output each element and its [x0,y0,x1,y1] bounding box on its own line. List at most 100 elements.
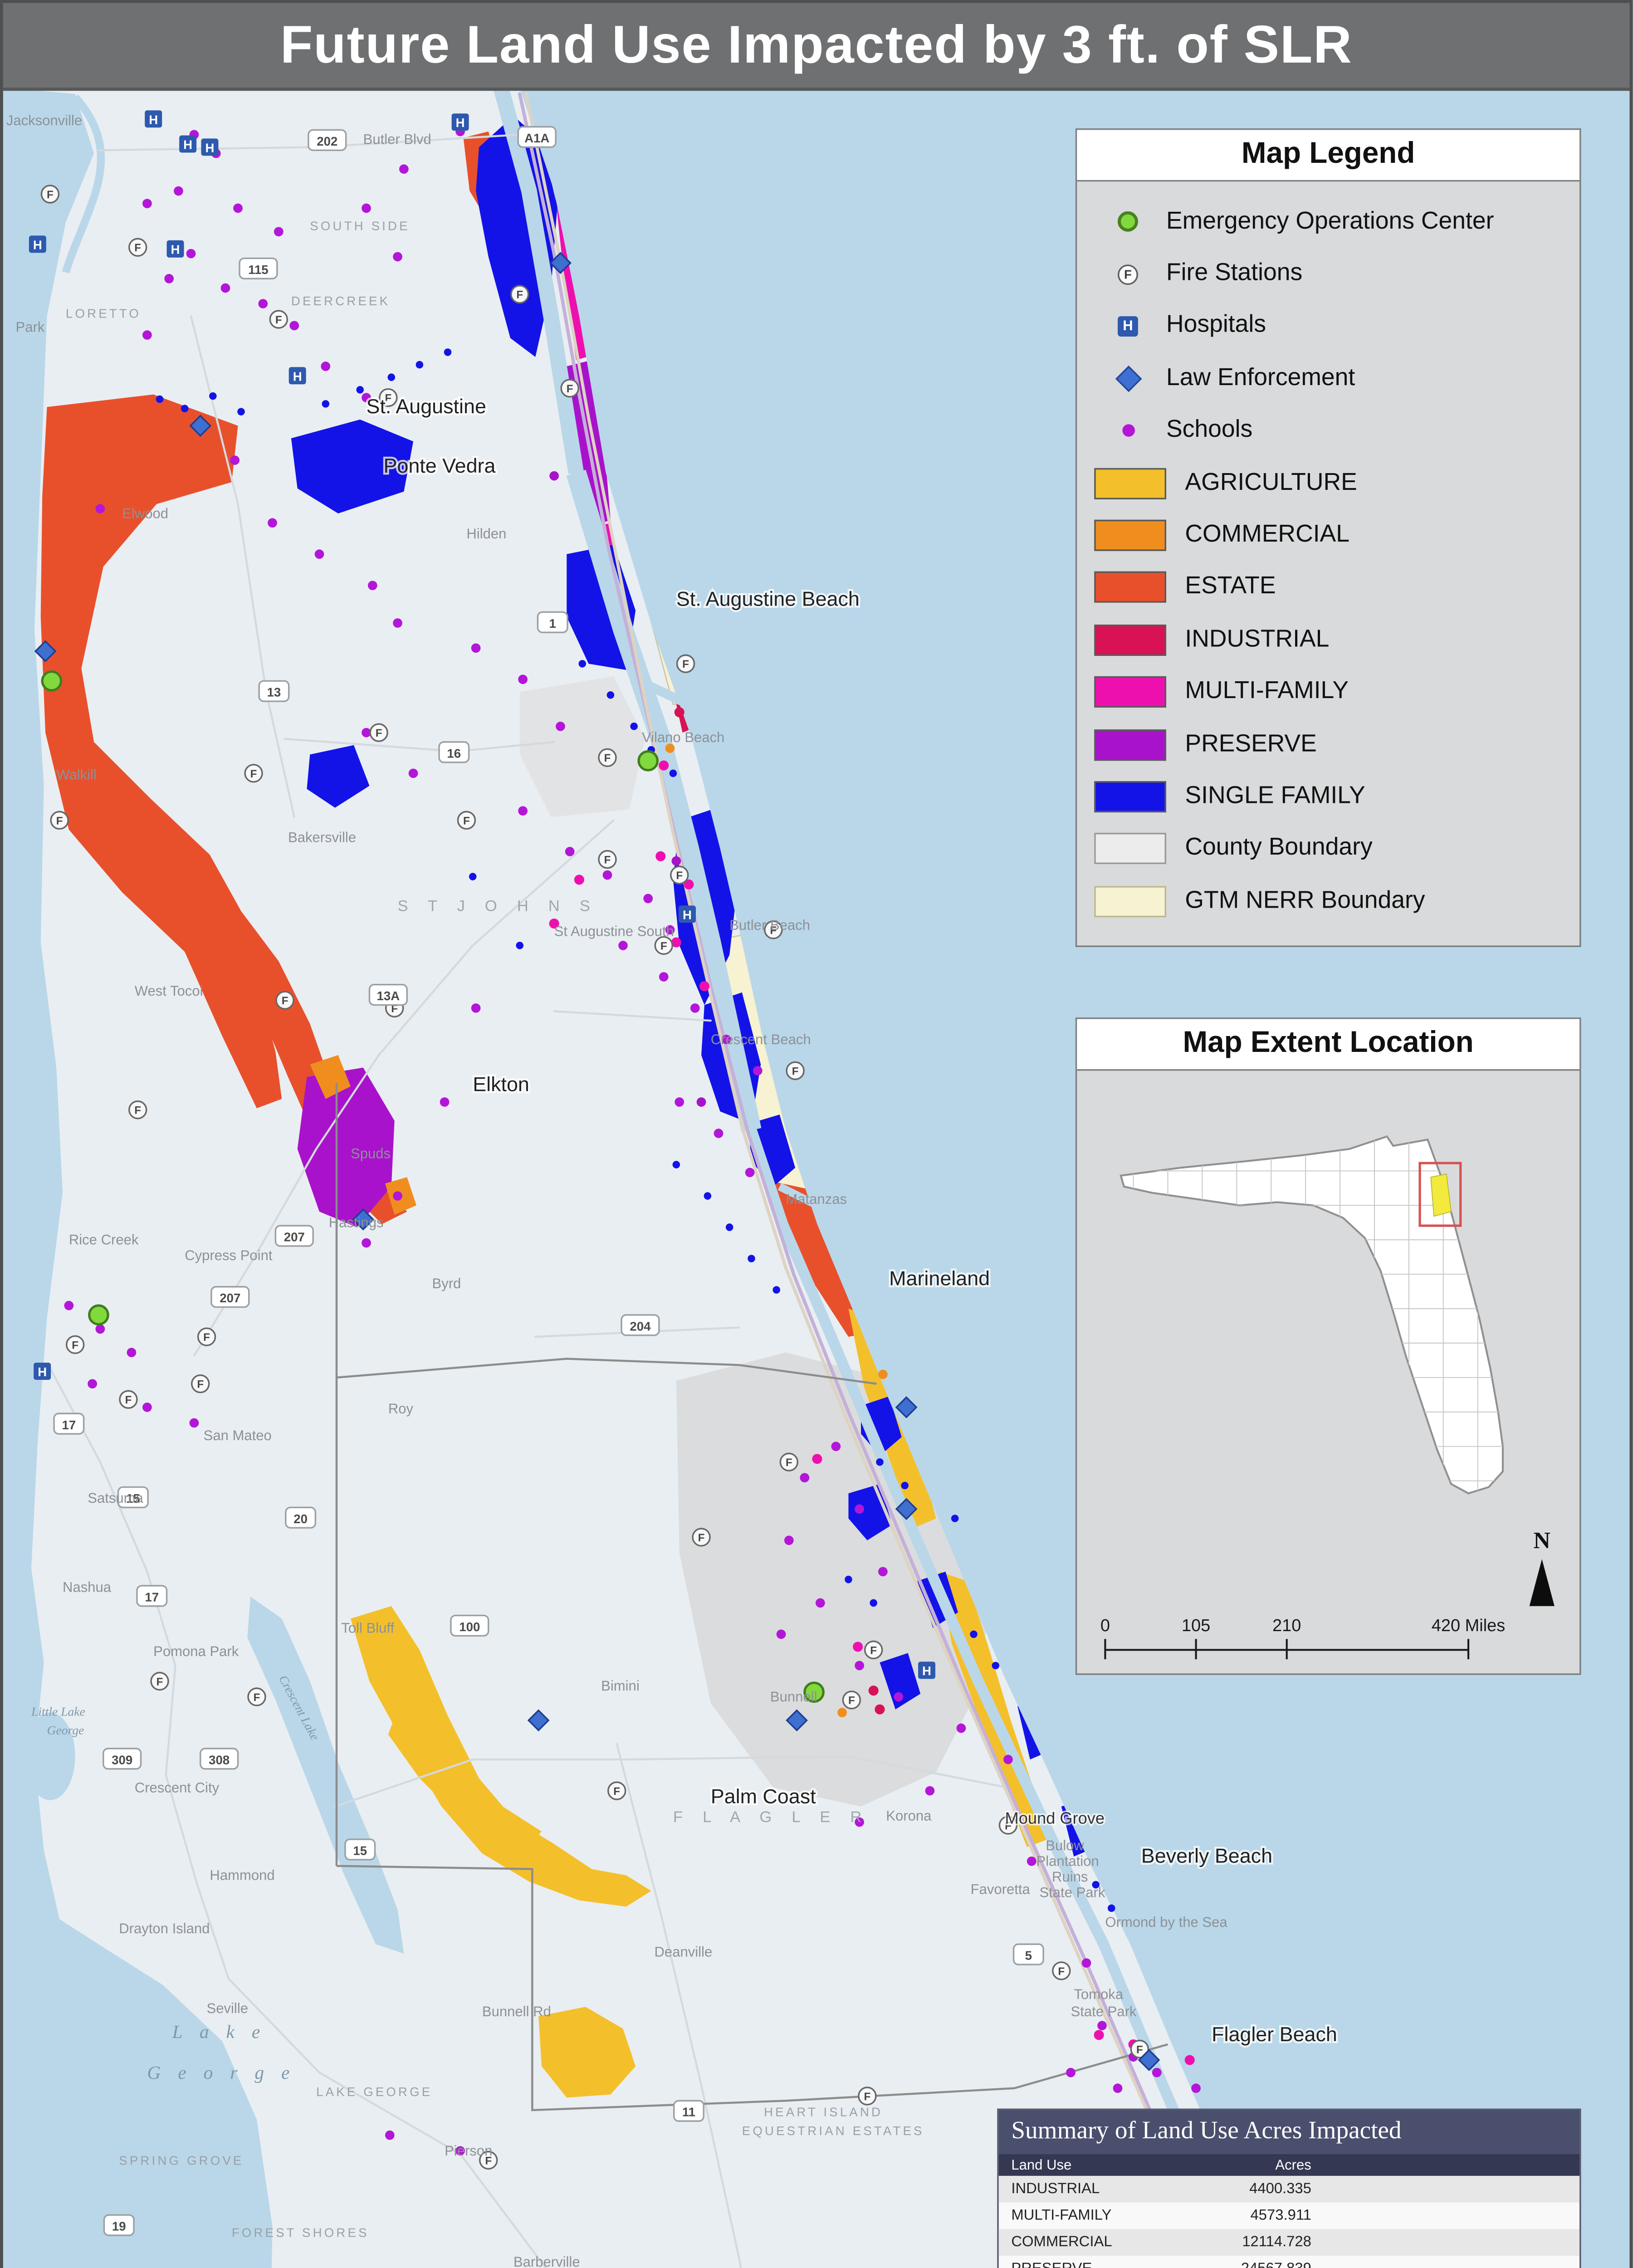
single-family-patch [322,400,330,408]
hospital-point [179,135,197,153]
commercial-swatch [1094,519,1166,551]
florida-outline [1120,1135,1504,1495]
fire-station-icon: F [1118,264,1138,284]
route-shield [53,1413,85,1435]
fire-station-glyph: F [254,1691,260,1704]
route-shield [450,1614,489,1637]
school-point [518,806,528,816]
single-family-patch [992,1662,1000,1670]
school-point [784,1535,794,1545]
basemap-label: Walkill [56,767,97,783]
water-label: George [47,1723,84,1737]
school-point [831,1442,841,1452]
single-family-area [307,745,370,808]
hospital-glyph: H [456,116,465,130]
basemap-label: Hilden [466,526,506,542]
fire-station-glyph: F [203,1331,210,1344]
fire-station-glyph: F [72,1339,78,1351]
preserve-area [297,1067,395,1227]
extent-title-text: Map Extent Location [1183,1026,1474,1060]
basemap-label: Drayton Island [119,1921,210,1936]
eoc-point [637,750,659,772]
basemap-label: FOREST SHORES [232,2225,369,2239]
route-shield-label: 207 [220,1291,240,1305]
route-shield-label: 202 [317,134,337,148]
fire-station-glyph: F [660,940,667,952]
basemap-label: Nashua [63,1579,112,1595]
fire-station-glyph: F [864,2091,870,2103]
route-shield [368,983,408,1006]
route-shield [103,2214,135,2236]
school-point [440,1097,450,1107]
fire-station-point [998,1816,1018,1835]
hospital-point [918,1662,935,1679]
school-point [220,283,230,293]
school-point [367,581,377,591]
multi-family-patch [574,875,584,885]
single-family-patch [876,1458,884,1466]
school-point [753,1066,763,1075]
eoc-point [41,670,63,692]
basemap-label: HEART ISLAND [764,2105,883,2119]
water-label: G e o r g e [147,2062,296,2083]
water-label: L a k e [172,2021,266,2042]
legend-item-law-enforcement: Law Enforcement [1090,352,1567,405]
hospital-glyph: H [293,369,302,383]
single-family-patch [516,942,524,949]
fire-station-point [479,2151,498,2170]
school-point [274,227,284,237]
multi-family-patch [655,851,666,861]
single-family-patch [156,395,164,403]
fire-stations-layer: FFFFFFFFFFFFFFFFFFFFFFFFFFFFFFFFFFFFF [40,185,1149,2170]
north-arrow: N [1529,1530,1555,1606]
school-point [925,1786,935,1796]
extent-rectangle [1418,1162,1462,1227]
fire-station-glyph: F [698,1532,705,1544]
fire-station-glyph: F [125,1394,132,1406]
fire-station-point [457,811,476,830]
fire-station-point [191,1374,210,1393]
basemap-label: Crescent Beach [711,1031,811,1047]
multi-family-patch [659,760,669,771]
legend-item-eoc: Emergency Operations Center [1090,196,1567,248]
basemap-label: Hammond [210,1867,274,1883]
single-family-patch [209,392,217,400]
town-label: Elkton [473,1072,529,1095]
school-point [855,1504,864,1514]
eoc-icon [1118,211,1138,232]
fire-station-point [128,1100,147,1119]
fire-station-glyph: F [770,924,777,937]
single-family-patch [748,1255,755,1262]
st-johns-river [3,88,273,2268]
fire-station-glyph: F [613,1785,620,1798]
fire-station-point [197,1327,216,1346]
multi-family-patch [699,981,709,992]
single-family-patch [1107,1904,1115,1912]
fire-station-point [1052,1961,1071,1980]
school-point [1097,2021,1107,2030]
fire-station-point [150,1672,169,1691]
law-enforcement-point [895,1498,918,1520]
basemap-label: Korona [886,1808,932,1824]
route-shield-label: 20 [293,1512,308,1526]
basemap-label: Byrd [432,1276,461,1291]
route-shield-label: 17 [145,1590,159,1604]
school-point [776,1629,786,1639]
single-family-area [291,419,414,513]
basemap-label: Bakersville [288,830,356,846]
legend-item-agriculture: AGRICULTURE [1090,457,1567,509]
law-enforcement-icon [1115,365,1141,392]
route-shield-label: 115 [248,263,269,277]
crescent-lake [247,1597,404,1954]
single-family-patch [578,660,587,668]
hospital-glyph: H [171,243,180,257]
school-point [455,2146,465,2156]
route-shield [117,1486,149,1509]
county-label: S T J O H N S [398,897,598,914]
route-shield [308,129,347,152]
school-point [714,1129,724,1138]
school-point [142,1403,152,1412]
preserve-patch [549,471,559,481]
guana-lake [639,339,710,680]
